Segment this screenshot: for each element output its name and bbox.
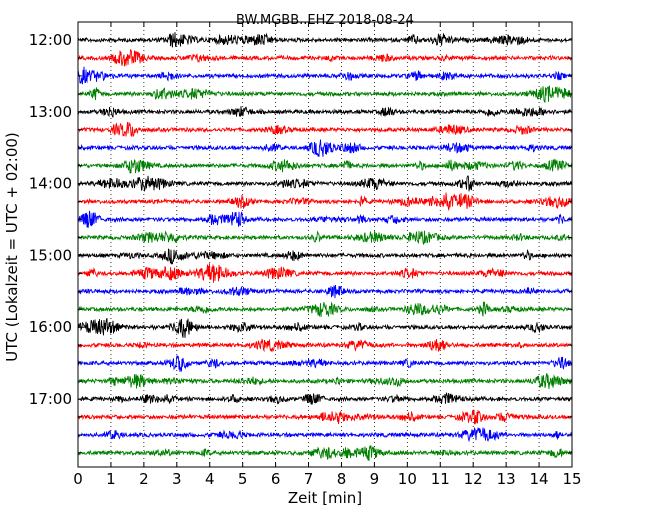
x-tick-label-13: 13 bbox=[497, 470, 516, 488]
y-axis: 12:00 13:00 14:00 15:00 16:00 17:00 bbox=[29, 31, 572, 454]
x-tick-label-5: 5 bbox=[238, 470, 248, 488]
trace-1215 bbox=[77, 49, 573, 67]
y-tick-label-3: 15:00 bbox=[29, 246, 72, 264]
x-tick-label-6: 6 bbox=[271, 470, 281, 488]
x-tick-label-8: 8 bbox=[337, 470, 347, 488]
trace-1600 bbox=[77, 318, 573, 338]
trace-group bbox=[77, 32, 573, 461]
x-tick-label-12: 12 bbox=[464, 470, 483, 488]
x-axis-label: Zeit [min] bbox=[288, 489, 362, 507]
y-axis-label: UTC (Lokalzeit = UTC + 02:00) bbox=[3, 132, 21, 362]
trace-1615 bbox=[77, 338, 573, 353]
trace-1345 bbox=[77, 158, 573, 174]
x-tick-label-11: 11 bbox=[431, 470, 450, 488]
trace-1545 bbox=[77, 301, 573, 318]
x-tick-label-3: 3 bbox=[172, 470, 182, 488]
trace-1630 bbox=[77, 355, 573, 372]
x-tick-label-14: 14 bbox=[530, 470, 549, 488]
x-tick-label-10: 10 bbox=[398, 470, 417, 488]
trace-1500 bbox=[77, 248, 573, 265]
x-tick-label-7: 7 bbox=[304, 470, 314, 488]
trace-1300 bbox=[77, 106, 573, 118]
trace-1315 bbox=[77, 121, 573, 137]
x-tick-label-15: 15 bbox=[562, 470, 581, 488]
chart-title: BW.MGBB..EHZ 2018-08-24 bbox=[236, 13, 414, 28]
trace-1400 bbox=[77, 174, 573, 192]
y-tick-label-4: 16:00 bbox=[29, 318, 72, 336]
x-tick-label-0: 0 bbox=[73, 470, 83, 488]
trace-1730 bbox=[77, 426, 573, 443]
y-tick-label-5: 17:00 bbox=[29, 390, 72, 408]
trace-1430 bbox=[77, 210, 573, 229]
trace-1515 bbox=[77, 263, 573, 283]
y-tick-label-1: 13:00 bbox=[29, 103, 72, 121]
plot-frame bbox=[77, 21, 573, 468]
trace-1230 bbox=[77, 66, 573, 85]
x-tick-label-4: 4 bbox=[205, 470, 215, 488]
trace-1245 bbox=[77, 85, 573, 104]
trace-1645 bbox=[77, 373, 573, 389]
x-tick-label-9: 9 bbox=[370, 470, 380, 488]
trace-1715 bbox=[77, 409, 573, 425]
trace-1530 bbox=[77, 284, 573, 299]
trace-1330 bbox=[77, 139, 573, 157]
y-tick-label-0: 12:00 bbox=[29, 31, 72, 49]
x-tick-label-1: 1 bbox=[106, 470, 116, 488]
trace-1745 bbox=[77, 444, 573, 461]
trace-1445 bbox=[77, 230, 573, 245]
trace-1700 bbox=[77, 392, 573, 405]
x-tick-label-2: 2 bbox=[139, 470, 149, 488]
y-tick-label-2: 14:00 bbox=[29, 175, 72, 193]
trace-1415 bbox=[77, 192, 573, 211]
x-axis: 0 1 2 3 4 5 6 7 8 9 10 11 12 13 14 15 bbox=[73, 22, 582, 488]
trace-1200 bbox=[77, 32, 573, 48]
